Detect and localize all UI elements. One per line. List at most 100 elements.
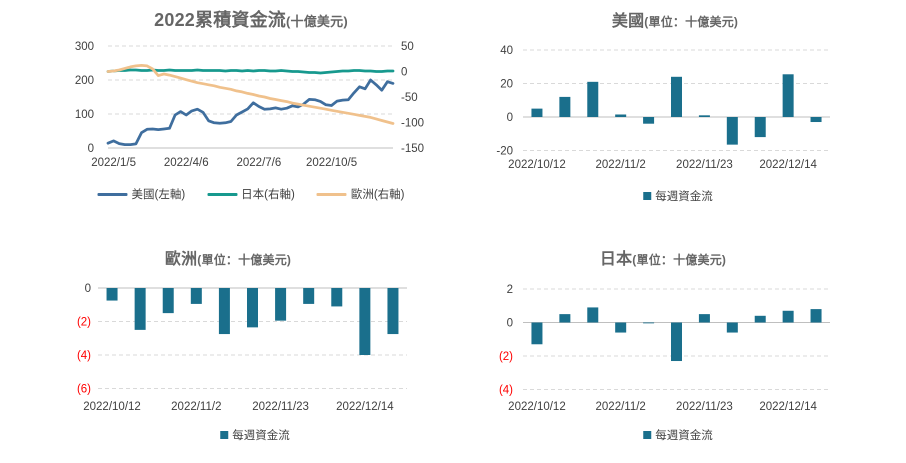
japan-weekly-legend: 每週資金流 (643, 427, 713, 443)
right-y-tick-label: -100 (401, 118, 424, 130)
x-tick-label: 2022/11/2 (596, 159, 646, 171)
series-line (106, 64, 395, 125)
legend-item-europe: 歐洲(右軸) (316, 186, 405, 202)
europe-weekly-plot: 0 (2) (4) (6) 2022/10/12 2022/11/2 2022/11/23 2… (77, 283, 407, 413)
left-y-tick-label: 300 (75, 41, 94, 53)
y-tick-label: 40 (500, 45, 513, 57)
bar (782, 74, 794, 117)
left-y-tick-label: 200 (75, 75, 94, 87)
series-line (106, 78, 395, 146)
right-y-tick-label: 0 (401, 67, 407, 79)
y-tick-label: (2) (77, 317, 91, 329)
bar (531, 322, 543, 345)
us-line-swatch (97, 192, 128, 196)
panel-japan-weekly: 2 0 (2) (4) 2022/10/12 2022/11/2 2022/11/23 202… (453, 231, 906, 463)
bar (643, 117, 655, 124)
bar (162, 288, 174, 314)
bar (587, 307, 599, 323)
chart-title-unit: (單位：十億美元) (632, 253, 727, 267)
bar (134, 288, 146, 330)
weekly-flow-square-swatch (643, 192, 652, 200)
y-tick-label: 2 (507, 284, 513, 296)
bar (754, 117, 766, 138)
y-tick-label: 0 (507, 112, 513, 124)
right-y-tick-label: 50 (401, 41, 414, 53)
x-tick-label: 2022/4/6 (164, 157, 209, 169)
bar (671, 322, 682, 362)
legend-item-japan: 日本(右軸) (207, 186, 295, 202)
chart-title-unit: (十億美元) (285, 14, 348, 29)
legend-label-weekly-flow: 每週資金流 (232, 430, 290, 442)
japan-line-swatch (207, 192, 238, 196)
panel-us-weekly: 40 20 0 -20 2022/10/12 2022/11/2 2022/11/23 202… (453, 0, 906, 231)
cumulative-flows-legend: 美國(左軸) 日本(右軸) 歐洲(右軸) (97, 186, 405, 202)
y-tick-label: -20 (496, 146, 513, 158)
bar (726, 117, 738, 145)
bar (190, 288, 202, 304)
x-tick-label: 2022/7/6 (236, 157, 281, 169)
weekly-flow-square-swatch (220, 431, 229, 439)
bar (559, 96, 571, 117)
bar (615, 322, 627, 333)
europe-weekly-legend: 每週資金流 (220, 427, 290, 443)
y-tick-label: (4) (77, 350, 91, 362)
x-tick-label: 2022/10/12 (508, 401, 566, 413)
y-tick-label: (4) (499, 385, 513, 397)
bar (275, 288, 287, 321)
chart-title-text: 美國 (611, 13, 645, 30)
legend-item-weekly-flow: 每週資金流 (643, 427, 713, 443)
bar (106, 288, 118, 301)
legend-item-weekly-flow: 每週資金流 (643, 188, 713, 204)
y-tick-label: 20 (500, 79, 513, 91)
panel-europe-weekly: 0 (2) (4) (6) 2022/10/12 2022/11/2 2022/11/23 2… (0, 231, 453, 463)
legend-label-japan: 日本(右軸) (241, 189, 295, 201)
bar (698, 314, 710, 323)
cumulative-flows-title: 2022累積資金流(十億美元) (154, 6, 348, 32)
us-weekly-legend: 每週資金流 (643, 188, 713, 204)
x-tick-label: 2022/10/5 (306, 157, 357, 169)
bar (559, 314, 571, 323)
bar (331, 288, 343, 307)
bar (615, 114, 627, 117)
x-tick-label: 2022/10/12 (508, 159, 566, 171)
y-tick-label: (6) (77, 384, 91, 396)
x-tick-label: 2022/11/23 (676, 401, 733, 413)
us-weekly-title: 美國(單位：十億美元) (612, 7, 738, 31)
legend-item-weekly-flow: 每週資金流 (220, 427, 290, 443)
bar (671, 76, 682, 117)
y-tick-label: 0 (85, 283, 91, 295)
right-y-tick-label: -150 (401, 143, 424, 155)
x-tick-label: 2022/12/14 (336, 401, 394, 413)
left-y-tick-label: 0 (88, 143, 94, 155)
legend-label-weekly-flow: 每週資金流 (655, 191, 713, 203)
chart-title-unit: (單位：十億美元) (644, 15, 739, 29)
europe-line-swatch (316, 192, 347, 196)
x-tick-label: 2022/11/23 (252, 401, 309, 413)
panel-cumulative-flows: 300 200 100 0 50 0 -50 -100 -150 2022/1/5 2022/4/6… (0, 0, 453, 231)
bar (387, 288, 399, 335)
cumulative-flows-plot: 300 200 100 0 50 0 -50 -100 -150 2022/1/5 2022/4/6… (75, 41, 424, 169)
europe-weekly-title: 歐洲(單位：十億美元) (165, 245, 291, 269)
bar (810, 309, 822, 323)
x-tick-label: 2022/11/23 (676, 159, 733, 171)
japan-weekly-plot: 2 0 (2) (4) 2022/10/12 2022/11/2 2022/11/23 202… (499, 284, 830, 413)
x-tick-label: 2022/1/5 (91, 157, 136, 169)
bar (782, 310, 794, 323)
x-tick-label: 2022/11/2 (171, 401, 221, 413)
legend-label-us: 美國(左軸) (131, 189, 186, 201)
series-line (106, 68, 395, 75)
bar (643, 322, 655, 324)
bar (698, 115, 710, 117)
legend-label-europe: 歐洲(右軸) (350, 189, 405, 201)
y-tick-label: (2) (499, 351, 513, 363)
x-tick-label: 2022/12/14 (759, 159, 817, 171)
x-tick-label: 2022/10/12 (83, 401, 141, 413)
bar (359, 288, 371, 355)
legend-label-weekly-flow: 每週資金流 (655, 430, 713, 442)
bar (726, 322, 738, 333)
chart-title-text: 歐洲 (164, 251, 198, 268)
left-y-tick-label: 100 (75, 109, 94, 121)
x-tick-label: 2022/11/2 (596, 401, 646, 413)
